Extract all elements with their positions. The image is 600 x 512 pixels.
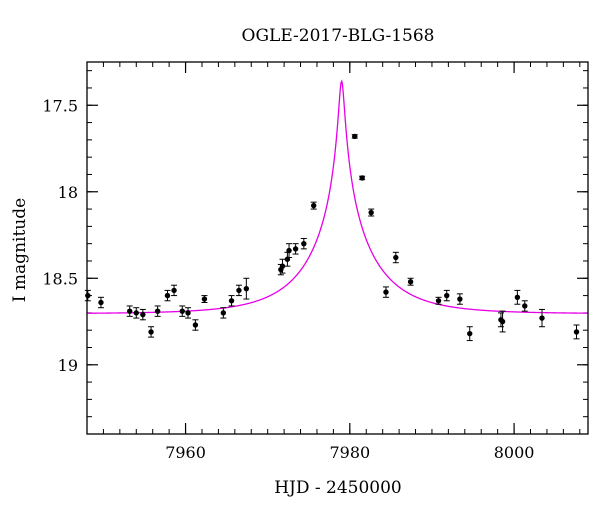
data-point — [435, 298, 442, 304]
data-point — [192, 322, 199, 328]
y-tick-label: 18.5 — [42, 269, 78, 288]
data-point — [179, 308, 185, 314]
data-point — [286, 247, 292, 254]
data-point — [164, 292, 171, 299]
data-point — [185, 310, 191, 316]
data-point — [444, 292, 450, 299]
data-point — [514, 294, 521, 301]
data-points — [84, 133, 580, 342]
data-point — [133, 310, 139, 316]
data-point — [522, 303, 528, 309]
data-point — [228, 298, 235, 304]
x-tick-label: 8000 — [494, 443, 535, 462]
major-ticks — [87, 62, 588, 434]
y-tick-label: 17.5 — [42, 96, 78, 115]
data-point — [393, 254, 399, 261]
data-point — [85, 292, 91, 299]
x-axis-label: HJD - 2450000 — [274, 478, 402, 498]
data-point — [140, 311, 146, 318]
data-point — [154, 308, 161, 314]
data-point — [573, 329, 580, 335]
data-point — [383, 289, 389, 295]
data-point — [310, 202, 317, 209]
data-point — [220, 310, 227, 316]
x-tick-label: 7960 — [165, 443, 206, 462]
data-point — [98, 299, 104, 306]
data-point — [407, 279, 414, 285]
x-tick-label: 7980 — [329, 443, 370, 462]
data-point — [201, 296, 208, 302]
chart-title: OGLE-2017-BLG-1568 — [242, 26, 435, 46]
model-curve — [86, 79, 588, 314]
data-point — [292, 246, 299, 252]
data-point — [539, 315, 545, 321]
y-tick-label: 18 — [58, 183, 78, 202]
data-point — [243, 285, 250, 292]
data-point — [148, 329, 154, 335]
data-point — [359, 175, 365, 181]
plot-frame — [86, 61, 589, 435]
data-point — [127, 308, 133, 314]
y-axis-label: I magnitude — [10, 198, 30, 302]
data-point — [457, 296, 463, 302]
y-tick-label: 19 — [58, 356, 78, 375]
data-point — [279, 263, 286, 269]
data-point — [499, 318, 506, 325]
data-point — [301, 240, 307, 247]
tick-labels: 7960 7980 8000 17.5 18 18.5 19 — [42, 96, 534, 462]
data-point — [171, 287, 177, 294]
data-point — [236, 287, 242, 294]
data-point — [352, 133, 358, 140]
data-point — [368, 209, 374, 216]
data-point — [467, 330, 473, 337]
